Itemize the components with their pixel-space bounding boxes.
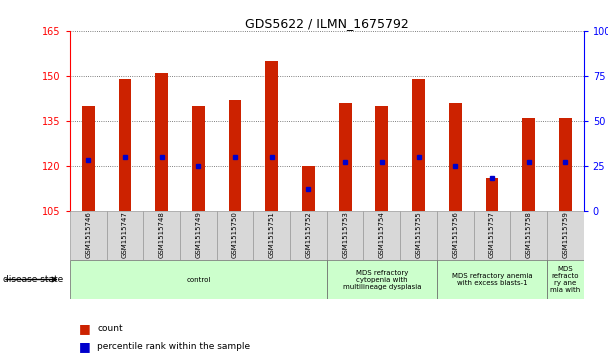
Text: MDS
refracto
ry ane
mia with: MDS refracto ry ane mia with <box>550 266 581 293</box>
Text: percentile rank within the sample: percentile rank within the sample <box>97 342 250 351</box>
FancyBboxPatch shape <box>70 260 327 299</box>
Text: ■: ■ <box>79 340 91 353</box>
Text: GSM1515757: GSM1515757 <box>489 212 495 258</box>
Text: GSM1515749: GSM1515749 <box>195 212 201 258</box>
FancyBboxPatch shape <box>547 260 584 299</box>
Text: ■: ■ <box>79 322 91 335</box>
Bar <box>192 106 205 211</box>
Bar <box>412 79 425 211</box>
Text: GSM1515755: GSM1515755 <box>415 212 421 258</box>
FancyBboxPatch shape <box>327 260 437 299</box>
FancyBboxPatch shape <box>290 211 327 260</box>
FancyBboxPatch shape <box>216 211 254 260</box>
Text: count: count <box>97 324 123 333</box>
Text: GSM1515758: GSM1515758 <box>526 212 531 258</box>
FancyBboxPatch shape <box>547 211 584 260</box>
Text: GSM1515754: GSM1515754 <box>379 212 385 258</box>
FancyBboxPatch shape <box>70 211 106 260</box>
Text: MDS refractory anemia
with excess blasts-1: MDS refractory anemia with excess blasts… <box>452 273 532 286</box>
Bar <box>486 178 499 211</box>
Text: GSM1515752: GSM1515752 <box>305 212 311 258</box>
Bar <box>265 61 278 211</box>
Text: GSM1515747: GSM1515747 <box>122 212 128 258</box>
Text: GSM1515748: GSM1515748 <box>159 212 165 258</box>
Bar <box>375 106 389 211</box>
Text: GSM1515751: GSM1515751 <box>269 212 275 258</box>
Bar <box>229 100 241 211</box>
Title: GDS5622 / ILMN_1675792: GDS5622 / ILMN_1675792 <box>245 17 409 30</box>
Bar <box>559 118 572 211</box>
Text: GSM1515756: GSM1515756 <box>452 212 458 258</box>
FancyBboxPatch shape <box>106 211 143 260</box>
Text: GSM1515753: GSM1515753 <box>342 212 348 258</box>
Text: control: control <box>186 277 210 282</box>
Text: GSM1515746: GSM1515746 <box>85 212 91 258</box>
FancyBboxPatch shape <box>400 211 437 260</box>
Text: disease state: disease state <box>3 275 63 284</box>
FancyBboxPatch shape <box>364 211 400 260</box>
Bar <box>339 103 351 211</box>
Bar <box>119 79 131 211</box>
Text: GSM1515759: GSM1515759 <box>562 212 568 258</box>
FancyBboxPatch shape <box>437 260 547 299</box>
FancyBboxPatch shape <box>437 211 474 260</box>
FancyBboxPatch shape <box>474 211 510 260</box>
FancyBboxPatch shape <box>327 211 364 260</box>
Text: GSM1515750: GSM1515750 <box>232 212 238 258</box>
FancyBboxPatch shape <box>180 211 216 260</box>
Bar <box>302 166 315 211</box>
Bar <box>522 118 535 211</box>
Bar <box>155 73 168 211</box>
FancyBboxPatch shape <box>510 211 547 260</box>
FancyBboxPatch shape <box>143 211 180 260</box>
Bar <box>82 106 95 211</box>
Text: MDS refractory
cytopenia with
multilineage dysplasia: MDS refractory cytopenia with multilinea… <box>342 269 421 290</box>
Bar <box>449 103 461 211</box>
FancyBboxPatch shape <box>254 211 290 260</box>
